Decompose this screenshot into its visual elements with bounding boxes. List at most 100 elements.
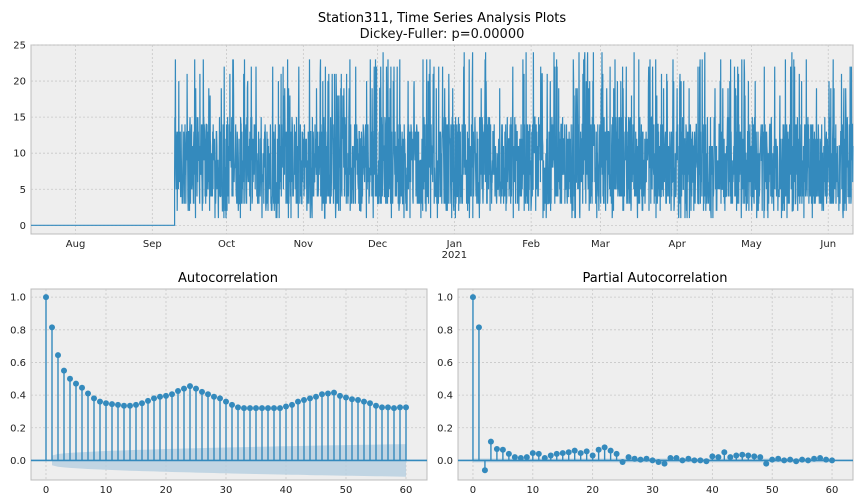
acf-point bbox=[337, 392, 343, 399]
pacf-point bbox=[523, 454, 530, 461]
pacf-xtick-label: 50 bbox=[766, 485, 779, 496]
pacf-stems bbox=[458, 294, 853, 474]
pacf-point bbox=[793, 458, 800, 465]
acf-point bbox=[283, 403, 289, 410]
acf-point bbox=[169, 391, 175, 398]
acf-point bbox=[325, 390, 331, 397]
acf-point bbox=[67, 375, 73, 382]
pacf-point bbox=[829, 457, 836, 464]
ts-line-path bbox=[31, 52, 854, 226]
pacf-point bbox=[637, 456, 644, 463]
pacf-xtick-label: 40 bbox=[706, 485, 719, 496]
ts-ytick-label: 25 bbox=[13, 41, 26, 52]
pacf-point bbox=[721, 449, 728, 456]
acf-point bbox=[331, 389, 337, 396]
pacf-xtick-label: 30 bbox=[646, 485, 659, 496]
acf-point bbox=[199, 388, 205, 395]
pacf-point bbox=[727, 454, 734, 461]
acf-point bbox=[103, 400, 109, 407]
acf-point bbox=[163, 392, 169, 399]
acf-point bbox=[361, 398, 367, 405]
pacf-point bbox=[613, 450, 620, 457]
acf-point bbox=[91, 395, 97, 402]
pacf-point bbox=[823, 456, 830, 463]
pacf-point bbox=[595, 446, 602, 453]
pacf-point bbox=[511, 454, 518, 461]
pacf-point bbox=[781, 457, 788, 464]
pacf-point bbox=[643, 455, 650, 462]
pacf-point bbox=[559, 450, 566, 457]
acf-ytick-label: 1.0 bbox=[10, 293, 26, 304]
pacf-panel: 0.0 0.2 0.4 0.6 0.8 1.0 0 10 20 30 40 50 60 Partial … bbox=[437, 271, 854, 496]
acf-xtick-label: 10 bbox=[100, 485, 113, 496]
pacf-point bbox=[649, 457, 656, 464]
ts-xtick-label: Aug bbox=[66, 239, 86, 250]
acf-xtick-label: 0 bbox=[43, 485, 49, 496]
acf-point bbox=[133, 401, 139, 408]
acf-point bbox=[271, 405, 277, 412]
ts-ytick-label: 15 bbox=[13, 113, 26, 124]
pacf-plot-area bbox=[457, 288, 854, 481]
acf-point bbox=[79, 384, 85, 391]
acf-point bbox=[223, 398, 229, 405]
pacf-point bbox=[601, 444, 608, 451]
acf-point bbox=[211, 393, 217, 400]
acf-point bbox=[253, 405, 259, 412]
pacf-ytick-label: 0.0 bbox=[437, 456, 453, 467]
pacf-ytick-label: 0.4 bbox=[437, 391, 453, 402]
pacf-xtick-label: 10 bbox=[526, 485, 539, 496]
pacf-point bbox=[607, 447, 614, 454]
pacf-xtick-label: 60 bbox=[826, 485, 839, 496]
pacf-point bbox=[631, 455, 638, 462]
pacf-point bbox=[733, 452, 740, 459]
acf-title: Autocorrelation bbox=[178, 271, 278, 286]
acf-point bbox=[127, 402, 133, 409]
pacf-point bbox=[715, 454, 722, 461]
acf-stems bbox=[31, 294, 427, 462]
pacf-point bbox=[655, 459, 662, 466]
acf-ytick-label: 0.0 bbox=[10, 456, 26, 467]
pacf-point bbox=[697, 457, 704, 464]
pacf-point bbox=[679, 457, 686, 464]
pacf-point bbox=[661, 460, 668, 467]
pacf-ytick-label: 1.0 bbox=[437, 293, 453, 304]
pacf-point bbox=[739, 451, 746, 458]
pacf-point bbox=[811, 455, 818, 462]
acf-point bbox=[379, 404, 385, 411]
acf-point bbox=[73, 380, 79, 387]
acf-point bbox=[49, 324, 55, 331]
pacf-point bbox=[547, 452, 554, 459]
acf-point bbox=[43, 294, 49, 301]
pacf-point bbox=[799, 456, 806, 463]
pacf-point bbox=[703, 458, 710, 465]
acf-point bbox=[109, 401, 115, 408]
acf-point bbox=[403, 404, 409, 411]
acf-ytick-label: 0.2 bbox=[10, 423, 26, 434]
acf-point bbox=[115, 401, 121, 408]
pacf-point bbox=[667, 454, 674, 461]
acf-panel: 0.0 0.2 0.4 0.6 0.8 1.0 0 10 20 30 40 50 60 Autocorr… bbox=[10, 271, 428, 496]
acf-point bbox=[151, 395, 157, 402]
pacf-point bbox=[691, 457, 698, 464]
acf-point bbox=[157, 393, 163, 400]
acf-point bbox=[217, 395, 223, 402]
pacf-point bbox=[535, 450, 542, 457]
pacf-point bbox=[553, 450, 560, 457]
ts-xtick-label: Jan bbox=[446, 239, 462, 250]
acf-xtick-label: 30 bbox=[220, 485, 233, 496]
acf-point bbox=[373, 402, 379, 409]
acf-point bbox=[55, 352, 61, 359]
acf-point bbox=[301, 397, 307, 404]
ts-ytick-label: 5 bbox=[20, 185, 26, 196]
acf-point bbox=[181, 385, 187, 392]
pacf-point bbox=[805, 457, 812, 464]
pacf-point bbox=[571, 447, 578, 454]
acf-point bbox=[121, 402, 127, 409]
acf-point bbox=[289, 401, 295, 408]
pacf-point bbox=[499, 446, 506, 453]
acf-point bbox=[319, 391, 325, 398]
pacf-point bbox=[787, 456, 794, 463]
acf-ytick-label: 0.4 bbox=[10, 391, 26, 402]
pacf-point bbox=[817, 454, 824, 461]
